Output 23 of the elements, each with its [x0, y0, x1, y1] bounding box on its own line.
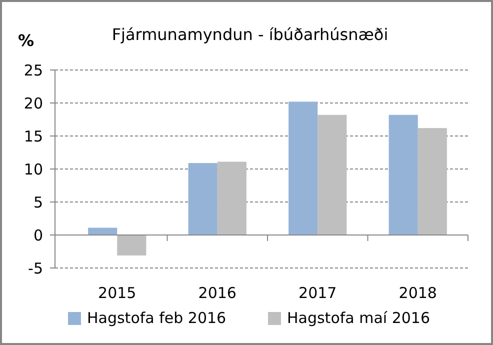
x-tick-label: 2017 [298, 284, 337, 302]
x-tick-label: 2015 [98, 284, 136, 302]
bar [388, 114, 418, 235]
y-tick-label: 20 [24, 94, 43, 112]
x-tick-label: 2018 [398, 284, 437, 302]
x-tick-label: 2016 [198, 284, 236, 302]
legend-label: Hagstofa maí 2016 [287, 309, 430, 327]
legend-label: Hagstofa feb 2016 [87, 309, 226, 327]
y-tick-label: 25 [24, 61, 43, 80]
y-axis-title: % [18, 31, 34, 50]
y-tick-label: 10 [24, 160, 43, 178]
y-tick-label: -5 [28, 259, 43, 278]
bar [418, 128, 447, 235]
bar [88, 228, 118, 235]
y-tick-label: 15 [24, 127, 43, 146]
y-tick-label: 5 [33, 193, 43, 212]
bar [288, 102, 318, 235]
chart-title: Fjármunamyndun - íbúðarhúsnæði [112, 25, 388, 44]
bar [188, 163, 218, 235]
bar [318, 114, 347, 235]
bar [217, 162, 246, 235]
bar [117, 235, 146, 256]
y-tick-label: 0 [33, 226, 43, 244]
